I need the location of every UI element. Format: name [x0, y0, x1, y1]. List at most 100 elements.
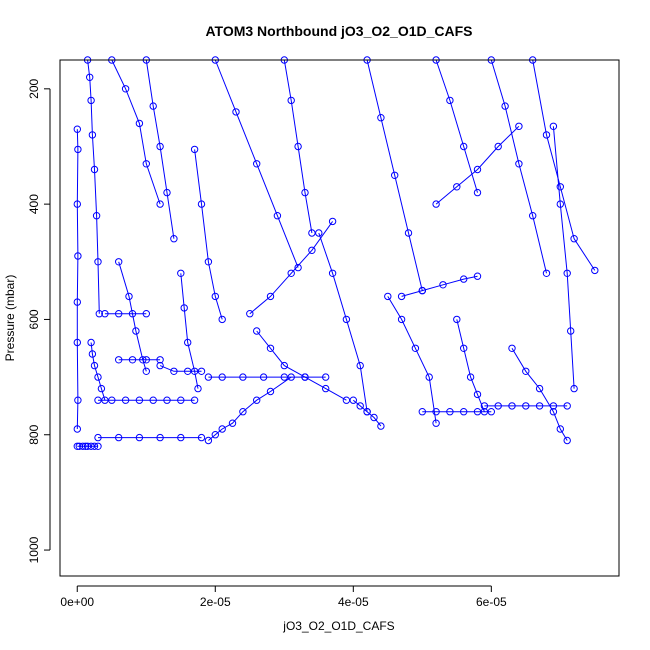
data-point-27-0 — [549, 122, 558, 131]
data-point-12-2 — [239, 373, 247, 381]
data-point-29-1 — [115, 310, 123, 318]
x-tick-label-2: 4e-05 — [338, 595, 369, 609]
data-point-18-2 — [391, 171, 399, 180]
data-point-22-2 — [466, 373, 475, 381]
y-tick-label-0: 200 — [27, 78, 41, 98]
data-point-10-2 — [204, 258, 213, 266]
data-point-20-4 — [473, 408, 482, 416]
data-point-19-4 — [432, 419, 440, 427]
data-point-25-0 — [508, 344, 516, 352]
data-point-12-4 — [280, 373, 288, 381]
data-point-23-2 — [508, 402, 516, 410]
data-point-7-1 — [125, 292, 133, 301]
series-line-30 — [159, 365, 202, 372]
data-point-14-1 — [266, 344, 275, 352]
data-point-4-3 — [135, 396, 144, 404]
data-point-13-4 — [294, 263, 302, 272]
y-tick-label-4: 1000 — [27, 536, 41, 563]
data-point-15-2 — [294, 142, 302, 151]
data-point-10-0 — [190, 145, 199, 154]
data-point-33-4 — [328, 217, 337, 226]
data-point-14-4 — [322, 384, 330, 393]
data-point-32-4 — [515, 122, 523, 131]
data-point-32-3 — [494, 142, 502, 151]
data-point-1-1 — [74, 145, 82, 154]
data-point-23-4 — [535, 402, 544, 410]
data-point-11-0 — [204, 436, 213, 445]
data-point-28-2 — [142, 356, 151, 364]
data-point-20-2 — [446, 408, 454, 416]
data-point-27-4 — [570, 384, 578, 393]
y-tick-label-3: 800 — [27, 424, 41, 444]
x-axis-label: jO3_O2_O1D_CAFS — [282, 619, 394, 633]
data-point-19-0 — [384, 292, 392, 301]
data-point-23-3 — [522, 402, 530, 410]
data-point-1-4 — [73, 298, 82, 306]
data-point-17-2 — [363, 408, 371, 416]
x-axis: 0e+00 2e-05 4e-05 6e-05 — [60, 585, 507, 609]
data-point-1-3 — [74, 252, 82, 260]
data-point-11-6 — [266, 387, 275, 396]
data-point-28-3 — [156, 356, 164, 364]
series-line-26 — [532, 59, 596, 271]
data-point-25-4 — [556, 425, 564, 433]
chart-title: ATOM3 Northbound jO3_O2_O1D_CAFS — [205, 23, 472, 39]
data-point-27-3 — [567, 327, 575, 335]
series-line-1 — [76, 129, 79, 430]
data-point-19-1 — [397, 315, 406, 324]
data-point-2-3 — [88, 131, 97, 139]
data-point-30-0 — [156, 361, 164, 370]
data-point-17-4 — [377, 422, 385, 430]
data-point-0-3 — [81, 442, 90, 450]
data-point-0-7 — [94, 442, 102, 450]
data-point-13-2 — [253, 160, 261, 168]
data-point-21-1 — [446, 96, 454, 105]
data-point-30-3 — [197, 367, 206, 375]
data-point-17-3 — [370, 413, 378, 422]
data-point-20-1 — [432, 408, 440, 416]
series-line-11 — [208, 376, 292, 441]
data-point-2-7 — [95, 310, 104, 318]
data-point-3-2 — [90, 361, 99, 370]
data-point-8-3 — [163, 188, 171, 197]
data-point-24-1 — [501, 102, 509, 110]
plot-frame — [59, 59, 620, 577]
data-point-3-1 — [88, 350, 97, 358]
data-point-14-5 — [342, 396, 351, 404]
data-point-24-3 — [529, 212, 537, 220]
data-point-5-3 — [156, 433, 164, 442]
data-point-3-0 — [87, 338, 95, 347]
data-point-4-4 — [149, 396, 157, 404]
data-point-15-4 — [308, 229, 316, 237]
data-point-22-3 — [473, 390, 482, 399]
data-point-7-0 — [115, 258, 123, 266]
data-point-1-0 — [73, 125, 82, 133]
series-line-14 — [256, 330, 347, 401]
data-point-23-6 — [563, 402, 571, 410]
data-point-16-3 — [356, 361, 364, 370]
series-line-24 — [490, 59, 547, 274]
series-line-13 — [214, 59, 299, 268]
data-point-7-2 — [132, 327, 140, 335]
data-point-8-1 — [149, 102, 157, 110]
series-line-33 — [249, 221, 334, 315]
data-point-23-0 — [480, 402, 489, 410]
data-point-2-4 — [90, 165, 99, 174]
data-point-5-0 — [94, 433, 102, 442]
series-line-9 — [180, 273, 199, 389]
data-point-14-2 — [280, 361, 288, 370]
data-point-21-2 — [460, 142, 468, 151]
data-point-16-1 — [328, 269, 337, 277]
data-point-17-0 — [349, 396, 357, 404]
data-point-0-0 — [73, 442, 82, 450]
data-point-31-1 — [418, 286, 426, 295]
data-point-2-5 — [92, 212, 101, 220]
data-point-29-3 — [142, 310, 151, 318]
series-line-22 — [456, 319, 485, 412]
x-tick-label-1: 2e-05 — [200, 595, 231, 609]
y-tick-label-1: 400 — [27, 194, 41, 214]
data-point-14-0 — [253, 327, 261, 335]
data-point-28-0 — [115, 356, 123, 364]
data-point-20-0 — [418, 408, 426, 416]
data-point-26-4 — [591, 266, 599, 275]
